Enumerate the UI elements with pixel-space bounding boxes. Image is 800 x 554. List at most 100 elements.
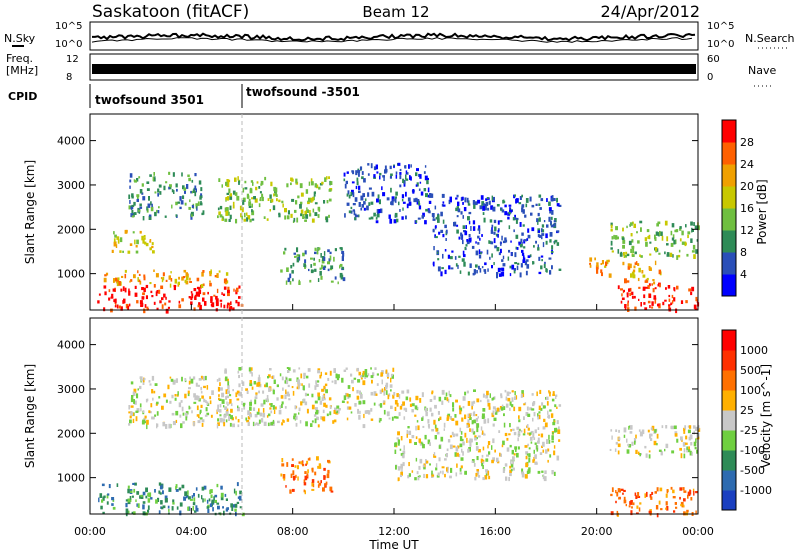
power-cell <box>334 276 337 280</box>
velocity-cell <box>402 462 405 467</box>
power-cell <box>241 207 244 213</box>
power-cell <box>521 194 523 198</box>
power-cell <box>221 218 224 221</box>
power-cell <box>519 222 522 227</box>
power-cell <box>363 207 366 211</box>
power-cell <box>188 177 191 182</box>
velocity-cell <box>471 401 474 407</box>
velocity-cell <box>108 484 111 489</box>
velocity-cell <box>481 430 484 435</box>
power-cell <box>468 234 471 237</box>
power-cell <box>355 214 359 218</box>
power-cell <box>323 200 326 204</box>
velocity-cell <box>616 491 619 497</box>
velocity-cell <box>222 418 226 422</box>
velocity-cell <box>456 452 459 457</box>
velocity-cell <box>101 499 104 503</box>
power-cell <box>617 249 620 254</box>
power-cell <box>408 201 412 206</box>
power-cell <box>545 240 548 245</box>
power-cell <box>522 224 525 227</box>
power-cell <box>610 229 613 232</box>
velocity-cell <box>439 470 442 474</box>
velocity-cell <box>125 499 128 502</box>
velocity-cell <box>212 507 214 512</box>
power-cell <box>442 233 445 238</box>
power-cell <box>199 304 202 310</box>
velocity-cell <box>534 442 537 445</box>
power-cell <box>640 302 642 307</box>
power-cell <box>379 175 381 180</box>
nsky-tick-top: 10^5 <box>55 21 82 32</box>
velocity-cell <box>298 412 300 415</box>
velocity-cell <box>182 421 185 424</box>
power-cell <box>358 171 360 177</box>
velocity-cell <box>205 400 207 403</box>
velocity-cell <box>553 420 556 423</box>
velocity-cell <box>217 422 220 426</box>
power-cell <box>434 205 437 210</box>
power-cell <box>647 235 650 239</box>
velocity-cell <box>433 452 436 457</box>
power-cell <box>183 187 187 191</box>
power-cell <box>286 183 289 188</box>
power-cell <box>266 218 269 221</box>
power-colorbar-swatch-3 <box>722 208 736 231</box>
power-cell <box>442 253 444 259</box>
power-cell <box>479 237 481 241</box>
power-cell <box>471 245 475 249</box>
velocity-cell <box>220 492 224 498</box>
velocity-cell <box>423 467 426 470</box>
power-cell <box>633 265 636 269</box>
power-cell <box>669 252 673 257</box>
velocity-cell <box>396 437 399 440</box>
power-cell <box>182 195 185 200</box>
power-cell <box>314 247 317 251</box>
velocity-cell <box>617 450 620 455</box>
power-cell <box>510 209 513 213</box>
power-cell <box>521 249 524 253</box>
power-cell <box>695 296 698 302</box>
power-cell <box>375 220 379 224</box>
power-cell <box>226 304 229 309</box>
power-cell <box>551 245 554 250</box>
power-cell <box>290 265 293 269</box>
velocity-cell <box>558 439 561 442</box>
power-cell <box>129 185 131 189</box>
power-cell <box>627 300 629 303</box>
velocity-cell <box>336 377 340 381</box>
power-cell <box>527 234 531 239</box>
power-cell <box>487 268 489 272</box>
power-cell <box>161 304 164 309</box>
power-cell <box>133 179 136 182</box>
power-cell <box>358 190 361 193</box>
power-cell <box>302 216 305 219</box>
velocity-cell <box>260 403 264 407</box>
power-cell <box>143 276 146 281</box>
velocity-cell <box>133 399 135 404</box>
velocity-cell <box>665 443 669 449</box>
velocity-cell <box>485 471 488 476</box>
velocity-ytick-label-3000: 3000 <box>57 383 85 396</box>
power-cell <box>215 295 218 300</box>
velocity-cell <box>527 427 530 431</box>
power-cell <box>220 302 222 308</box>
velocity-cell <box>225 410 229 416</box>
power-cell <box>153 301 156 305</box>
velocity-cell <box>103 495 106 499</box>
power-cell <box>175 201 178 206</box>
velocity-cell <box>411 470 414 473</box>
power-cell <box>152 176 154 182</box>
velocity-cell <box>647 429 650 433</box>
power-region-7 <box>432 193 562 279</box>
power-cell <box>181 172 183 177</box>
power-cell <box>641 255 643 258</box>
velocity-cell <box>168 508 170 512</box>
velocity-cell <box>127 485 130 489</box>
power-cell <box>445 238 447 241</box>
velocity-cell <box>322 409 325 414</box>
power-cell <box>200 200 202 204</box>
power-cell <box>317 278 320 282</box>
power-cell <box>622 261 625 266</box>
